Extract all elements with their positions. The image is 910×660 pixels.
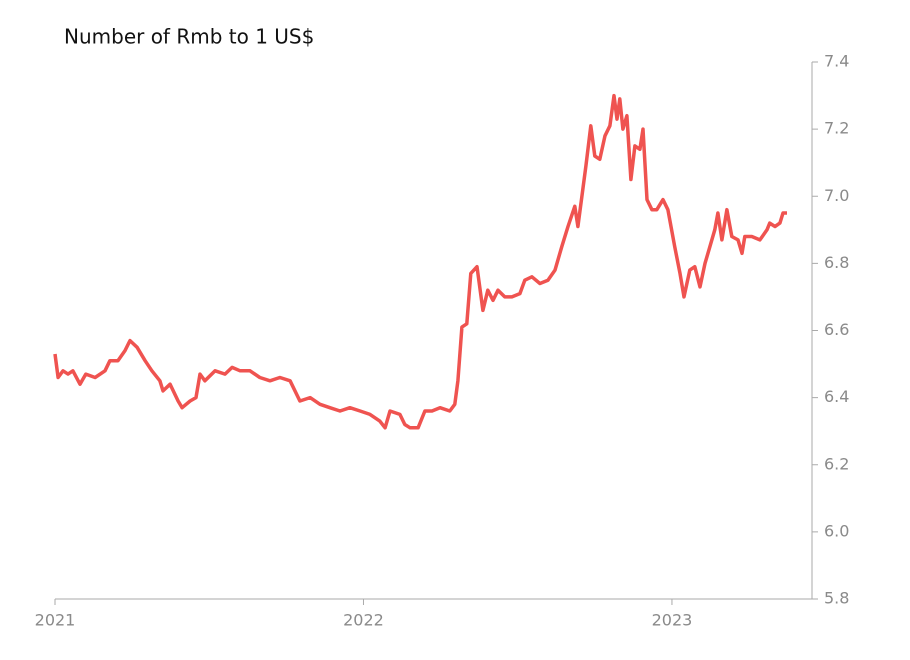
- y-tick-label: 5.8: [824, 589, 849, 608]
- y-tick-label: 6.2: [824, 454, 849, 473]
- x-tick-label: 2023: [652, 611, 693, 630]
- y-tick-label: 7.0: [824, 186, 849, 205]
- y-tick-label: 6.0: [824, 521, 849, 540]
- line: [53, 93, 787, 430]
- y-tick-label: 6.8: [824, 253, 849, 272]
- x-tick-label: 2021: [35, 611, 76, 630]
- y-tick-label: 6.4: [824, 387, 849, 406]
- y-tick-label: 7.2: [824, 119, 849, 138]
- x-tick-label: 2022: [343, 611, 384, 630]
- y-tick-label: 7.4: [824, 52, 849, 71]
- y-tick-label: 6.6: [824, 320, 849, 339]
- chart-title: Number of Rmb to 1 US$: [64, 25, 314, 49]
